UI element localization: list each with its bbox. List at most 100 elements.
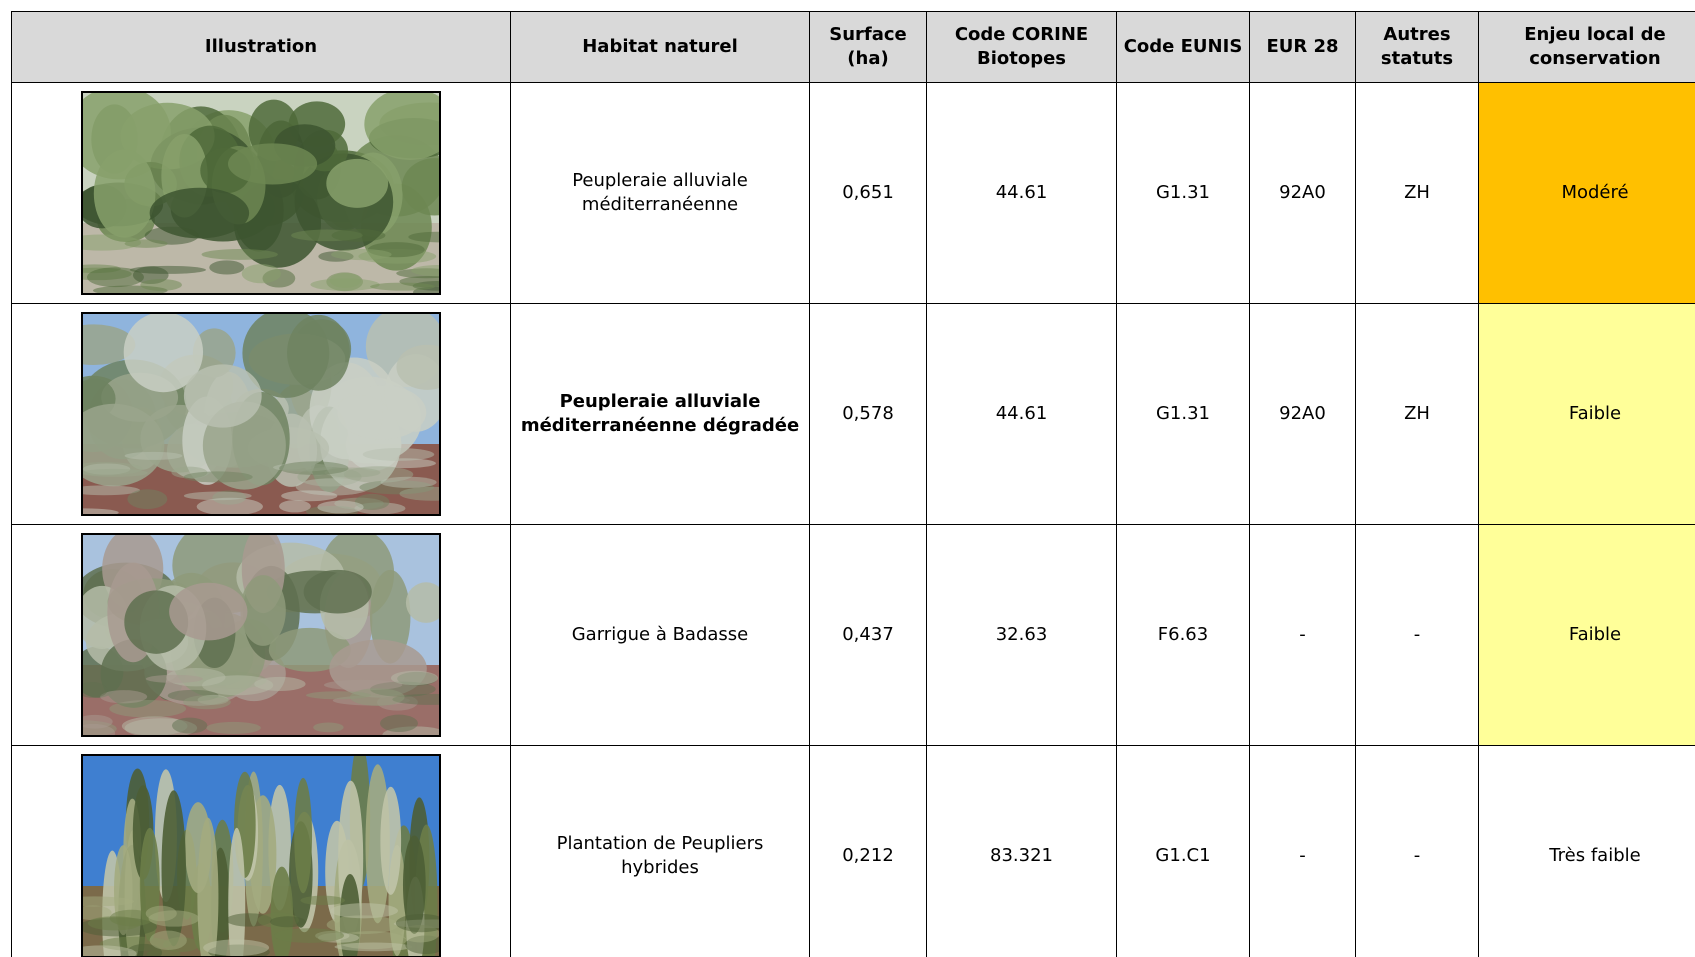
photo-shape (331, 248, 392, 261)
photo-shape (274, 928, 344, 944)
photo-shape (196, 497, 263, 514)
photo-shape (183, 695, 231, 710)
illustration-cell (11, 303, 511, 525)
photo-shape (326, 915, 399, 935)
photo-shape (279, 500, 311, 513)
header-row: Illustration Habitat naturel Surface (ha) C… (11, 11, 1695, 83)
table-row: Plantation de Peupliers hybrides 0,212 83.… (11, 745, 1695, 957)
header-cell: EUR 28 (1249, 11, 1356, 83)
photo-shape (334, 942, 413, 952)
photo-shape (140, 279, 183, 291)
photo-shape (337, 385, 427, 440)
photo-shape (300, 895, 346, 906)
photo-shape (411, 265, 439, 277)
photo-shape (372, 458, 436, 469)
table-cell: Plantation de Peupliers hybrides (510, 745, 810, 957)
photo-shape (183, 471, 253, 483)
header-cell: Enjeu local de conservation (1478, 11, 1695, 83)
table-cell: 0,437 (809, 524, 927, 746)
photo-shape (145, 906, 177, 922)
photo-shape (83, 485, 140, 496)
habitat-photo (81, 91, 441, 295)
photo-shape (209, 260, 245, 275)
table-cell: - (1249, 745, 1356, 957)
illustration-cell (11, 524, 511, 746)
photo-shape (329, 273, 362, 288)
photo-shape (326, 158, 389, 208)
table-cell: 44.61 (926, 82, 1117, 304)
photo-shape (172, 717, 208, 734)
photo-shape (206, 721, 261, 734)
photo-shape (93, 149, 156, 238)
photo-shape (241, 264, 282, 284)
photo-shape (83, 682, 108, 698)
photo-shape (380, 476, 437, 488)
table-cell: 0,651 (809, 82, 927, 304)
photo-shape (83, 462, 143, 476)
photo-shape (380, 787, 402, 896)
table-cell: 92A0 (1249, 303, 1356, 525)
photo-shape (109, 700, 187, 718)
photo-shape (330, 903, 399, 919)
table-row: Peupleraie alluviale méditerranéenne 0,65… (11, 82, 1695, 304)
photo-shape (100, 690, 148, 704)
photo-shape (87, 267, 144, 288)
habitat-photo (81, 312, 441, 516)
table-cell: 32.63 (926, 524, 1117, 746)
photo-shape (83, 723, 116, 735)
photo-shape (197, 817, 219, 957)
table-cell: 92A0 (1249, 82, 1356, 304)
table-cell: 44.61 (926, 303, 1117, 525)
photo-shape (402, 835, 426, 935)
table-cell: 83.321 (926, 745, 1117, 957)
photo-shape (124, 239, 168, 248)
photo-shape (127, 489, 168, 509)
illustration-cell (11, 82, 511, 304)
photo-shape (149, 187, 250, 239)
photo-shape (370, 282, 436, 291)
photo-shape (227, 143, 318, 185)
habitat-table: Illustration Habitat naturel Surface (ha) C… (11, 11, 1695, 957)
header-cell: Illustration (11, 11, 511, 83)
table-cell: 0,212 (809, 745, 927, 957)
table-cell: - (1355, 524, 1479, 746)
table-row: Garrigue à Badasse 0,437 32.63 F6.63- - Faibl… (11, 524, 1695, 746)
photo-shape (183, 491, 252, 501)
photo-shape (281, 490, 338, 502)
photo-shape (287, 314, 350, 391)
table-cell: - (1355, 745, 1479, 957)
table-cell: - (1249, 524, 1356, 746)
photo-shape (364, 93, 439, 160)
photo-shape (269, 916, 306, 928)
table-cell: F6.63 (1116, 524, 1250, 746)
table-cell: Très faible (1478, 745, 1695, 957)
photo-shape (380, 714, 418, 733)
table-cell: Faible (1478, 303, 1695, 525)
photo-shape (268, 627, 351, 672)
photo-shape (83, 234, 142, 251)
photo-shape (390, 670, 439, 686)
photo-shape (395, 914, 439, 933)
table-cell: ZH (1355, 303, 1479, 525)
table-cell: Peupleraie alluviale méditerranéenne (510, 82, 810, 304)
photo-shape (83, 905, 112, 921)
photo-shape (405, 582, 439, 623)
header-cell: Surface (ha) (809, 11, 927, 83)
photo-shape (149, 930, 187, 951)
table-cell: 0,578 (809, 303, 927, 525)
photo-shape (87, 916, 142, 931)
table-row: Peupleraie alluviale méditerranéenne dég… (11, 303, 1695, 525)
header-cell: Autres statuts (1355, 11, 1479, 83)
photo-shape (323, 679, 403, 691)
photo-shape (362, 447, 435, 461)
photo-shape (313, 722, 344, 733)
header-cell: Code EUNIS (1116, 11, 1250, 83)
photo-shape (349, 688, 405, 706)
photo-shape (201, 249, 278, 260)
photo-shape (399, 486, 439, 501)
photo-shape (169, 582, 248, 641)
table-cell: G1.31 (1116, 303, 1250, 525)
table-cell: G1.31 (1116, 82, 1250, 304)
table-cell: Modéré (1478, 82, 1695, 304)
